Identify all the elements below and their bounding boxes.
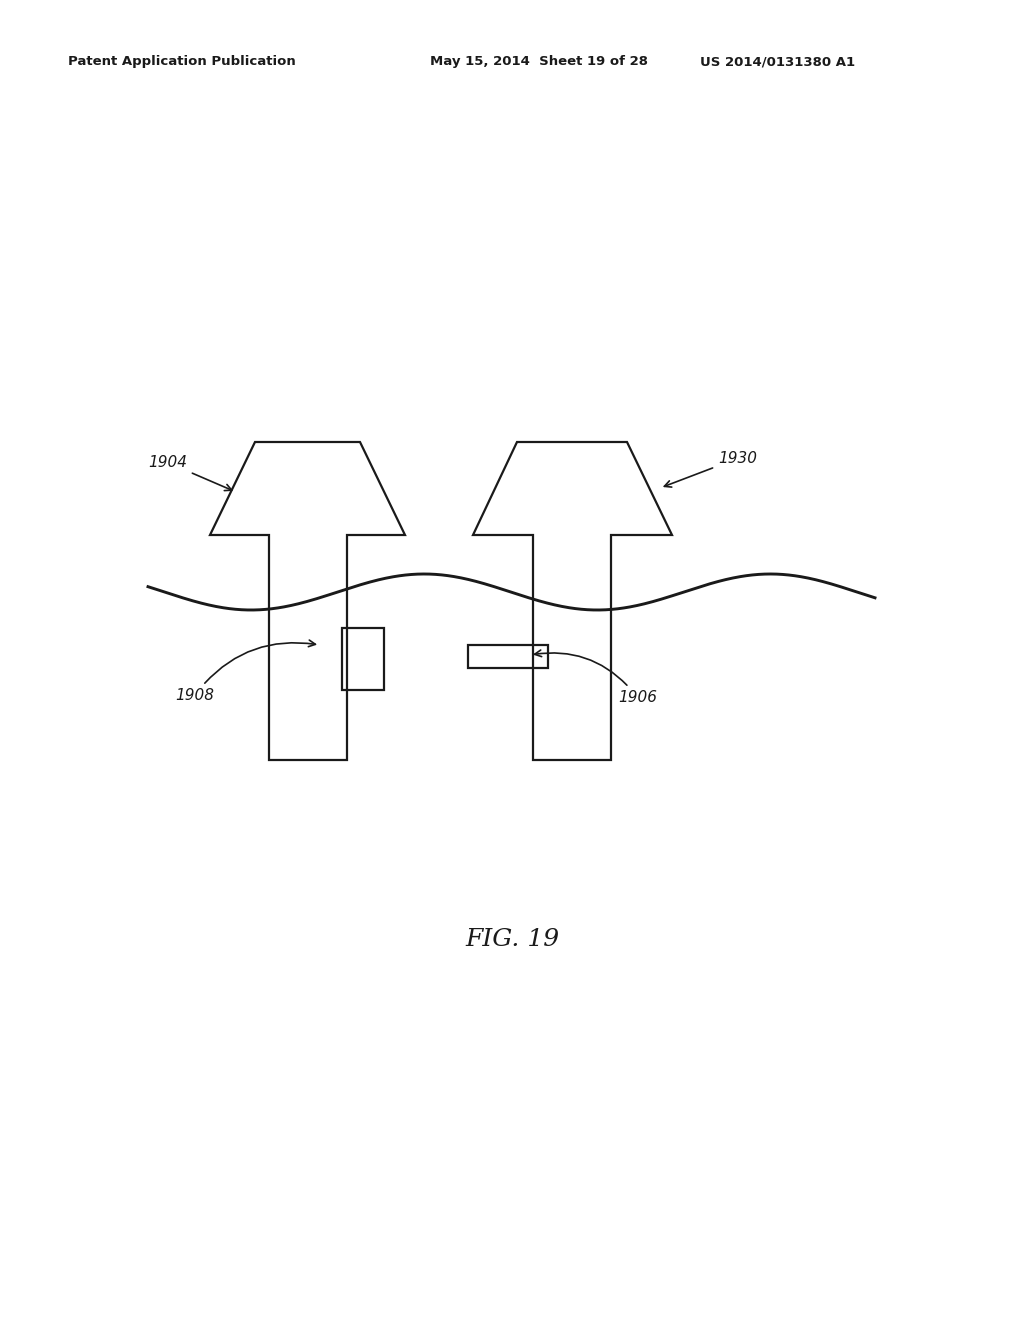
Text: Patent Application Publication: Patent Application Publication	[68, 55, 296, 69]
Text: 1906: 1906	[535, 649, 657, 705]
Bar	[342, 628, 384, 690]
Text: 1908: 1908	[175, 640, 315, 704]
Text: 1904: 1904	[148, 455, 231, 491]
Text: US 2014/0131380 A1: US 2014/0131380 A1	[700, 55, 855, 69]
Text: FIG. 19: FIG. 19	[465, 928, 559, 952]
Text: 1930: 1930	[665, 451, 757, 487]
Text: May 15, 2014  Sheet 19 of 28: May 15, 2014 Sheet 19 of 28	[430, 55, 648, 69]
Bar	[468, 645, 548, 668]
